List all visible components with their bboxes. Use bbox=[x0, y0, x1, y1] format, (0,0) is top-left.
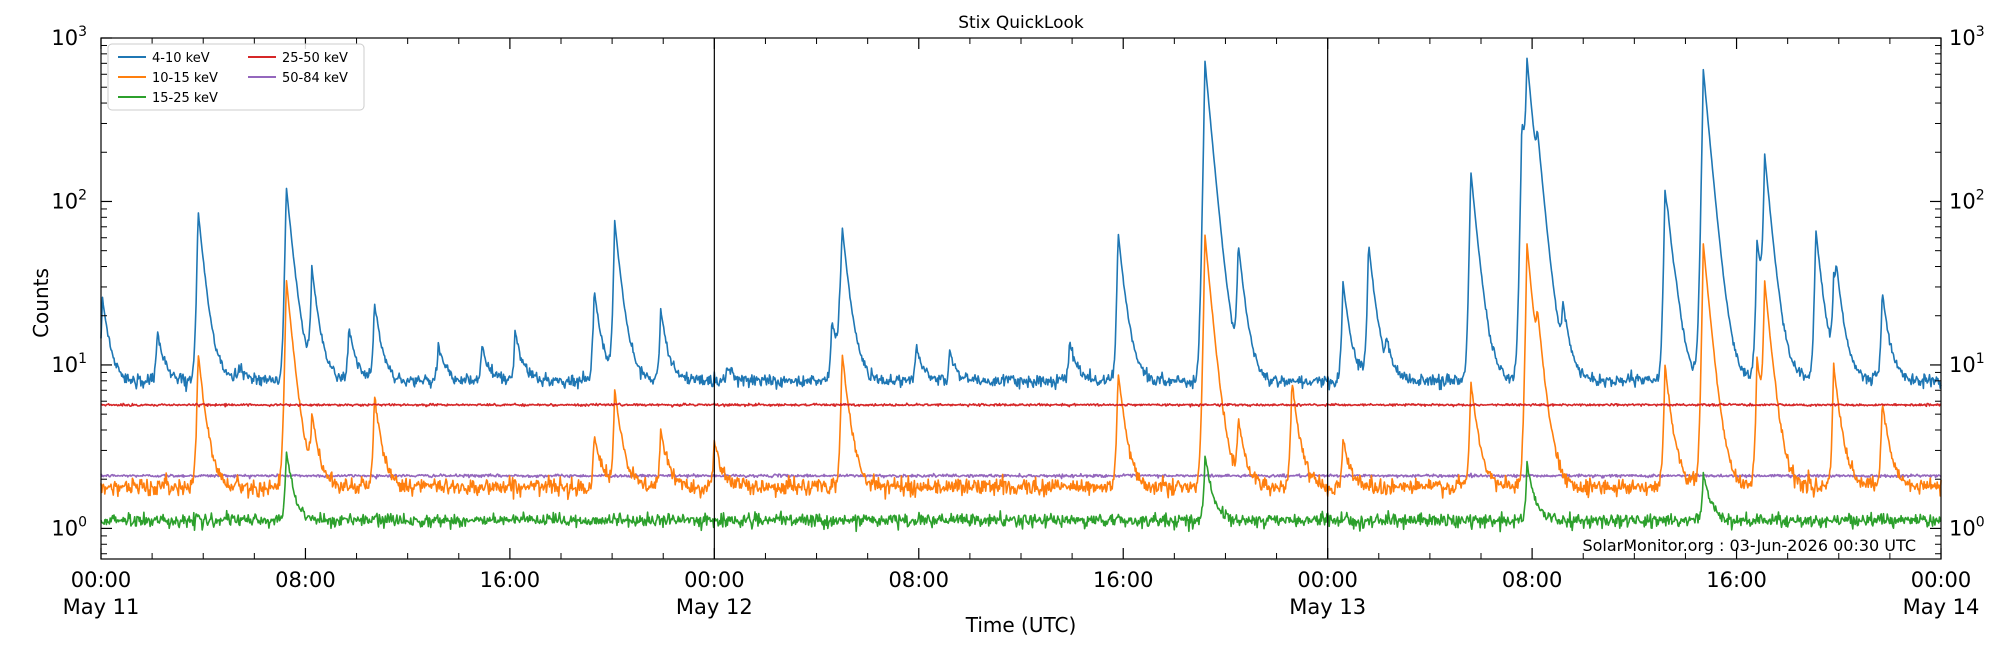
y-tick-base: 10 bbox=[1949, 353, 1976, 377]
y-tick-exponent: 0 bbox=[1976, 514, 1985, 530]
legend-label: 4-10 keV bbox=[152, 51, 210, 66]
y-tick-base: 10 bbox=[51, 516, 78, 540]
source-annotation: SolarMonitor.org : 03-Jun-2026 00:30 UTC bbox=[1582, 536, 1916, 555]
y-tick-exponent: 3 bbox=[1976, 24, 1985, 40]
y-tick-exponent: 1 bbox=[78, 351, 87, 367]
x-tick-label-time: 16:00 bbox=[1706, 568, 1767, 592]
y-tick-label-right: 100 bbox=[1949, 514, 1985, 540]
legend-label: 15-25 keV bbox=[152, 91, 218, 106]
y-tick-label-right: 101 bbox=[1949, 351, 1985, 377]
series-line-25-50-keV bbox=[100, 402, 1942, 408]
legend-box bbox=[107, 43, 365, 111]
x-tick-label-time: 00:00 bbox=[1297, 568, 1358, 592]
y-tick-base: 10 bbox=[1949, 516, 1976, 540]
x-tick-label-time: 00:00 bbox=[684, 568, 745, 592]
y-tick-base: 10 bbox=[1949, 26, 1976, 50]
y-tick-exponent: 2 bbox=[1976, 187, 1985, 203]
series-line-15-25-keV bbox=[100, 451, 1942, 533]
y-tick-exponent: 3 bbox=[78, 24, 87, 40]
y-axis-label: Counts bbox=[29, 268, 53, 338]
y-tick-base: 10 bbox=[51, 353, 78, 377]
x-tick-label-time: 16:00 bbox=[480, 568, 541, 592]
legend-label: 10-15 keV bbox=[152, 71, 218, 86]
y-tick-label-left: 102 bbox=[51, 187, 87, 213]
series-line-50-84-keV bbox=[100, 472, 1942, 480]
y-tick-label-left: 103 bbox=[51, 24, 87, 50]
legend-label: 25-50 keV bbox=[282, 51, 348, 66]
y-tick-label-right: 102 bbox=[1949, 187, 1985, 213]
x-axis-label: Time (UTC) bbox=[965, 613, 1077, 637]
x-tick-label-time: 00:00 bbox=[71, 568, 132, 592]
chart-title: Stix QuickLook bbox=[958, 13, 1084, 33]
x-tick-label-time: 00:00 bbox=[1911, 568, 1972, 592]
x-tick-label-date: May 12 bbox=[676, 595, 753, 619]
y-tick-exponent: 0 bbox=[78, 514, 87, 530]
legend: 4-10 keV 10-15 keV 15-25 keV 25-50 keV 50-84… bbox=[107, 43, 365, 111]
series-line-10-15-keV bbox=[100, 234, 1942, 501]
x-tick-label-time: 16:00 bbox=[1093, 568, 1154, 592]
y-tick-label-right: 103 bbox=[1949, 24, 1985, 50]
y-tick-base: 10 bbox=[51, 189, 78, 213]
x-tick-label-time: 08:00 bbox=[1502, 568, 1563, 592]
y-tick-base: 10 bbox=[51, 26, 78, 50]
x-tick-label-date: May 11 bbox=[63, 595, 140, 619]
y-tick-exponent: 1 bbox=[1976, 351, 1985, 367]
y-tick-exponent: 2 bbox=[78, 187, 87, 203]
series-line-4-10-keV bbox=[100, 57, 1942, 393]
x-tick-label-date: May 13 bbox=[1289, 595, 1366, 619]
x-tick-label-date: May 14 bbox=[1903, 595, 1980, 619]
legend-label: 50-84 keV bbox=[282, 71, 348, 86]
y-tick-base: 10 bbox=[1949, 189, 1976, 213]
y-tick-label-left: 100 bbox=[51, 514, 87, 540]
data-series-layer bbox=[100, 57, 1942, 533]
y-tick-label-left: 101 bbox=[51, 351, 87, 377]
x-tick-label-time: 08:00 bbox=[889, 568, 950, 592]
x-tick-label-time: 08:00 bbox=[275, 568, 336, 592]
